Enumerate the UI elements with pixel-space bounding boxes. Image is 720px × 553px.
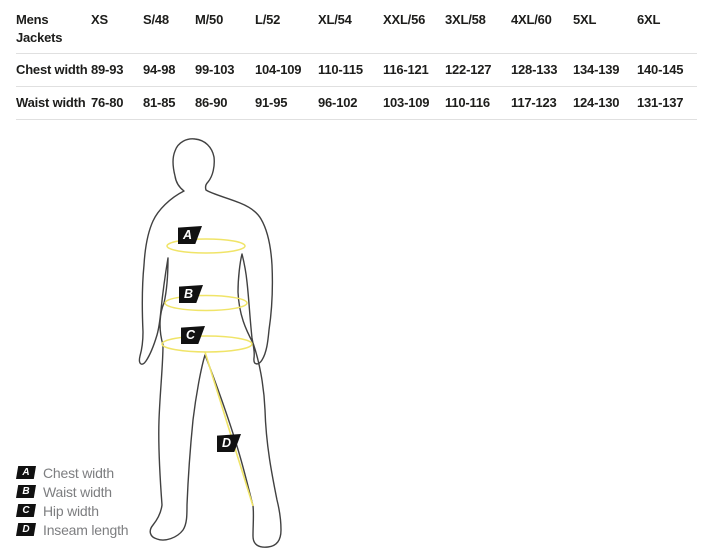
chest-value-3xl: 122-127 bbox=[445, 53, 511, 87]
size-header-4xl: 4XL/60 bbox=[511, 0, 573, 54]
row-label: Waist width bbox=[16, 86, 91, 120]
inseam-measure-line bbox=[204, 351, 254, 507]
size-header-xxl: XXL/56 bbox=[383, 0, 445, 54]
size-header-6xl: 6XL bbox=[637, 0, 697, 54]
table-header-row: Mens Jackets XS S/48 M/50 L/52 XL/54 XXL… bbox=[16, 0, 697, 54]
size-header-s: S/48 bbox=[143, 0, 195, 54]
legend-item-chest: A Chest width bbox=[16, 463, 128, 482]
waist-value-l: 91-95 bbox=[255, 86, 318, 120]
legend-label-hip: Hip width bbox=[43, 502, 99, 519]
chest-marker: A bbox=[178, 226, 202, 244]
measurement-legend: A Chest width B Waist width C Hip width … bbox=[16, 463, 129, 539]
row-label: Chest width bbox=[16, 53, 91, 87]
inseam-key-icon: D bbox=[16, 523, 36, 536]
chest-value-xxl: 116-121 bbox=[383, 53, 445, 87]
waist-value-3xl: 110-116 bbox=[445, 86, 511, 120]
waist-value-xs: 76-80 bbox=[91, 86, 143, 120]
waist-value-m: 86-90 bbox=[195, 86, 255, 120]
inseam-marker: D bbox=[217, 434, 241, 452]
size-chart-table: Mens Jackets XS S/48 M/50 L/52 XL/54 XXL… bbox=[16, 0, 697, 120]
waist-value-4xl: 117-123 bbox=[511, 86, 573, 120]
body-silhouette bbox=[138, 138, 282, 548]
waist-value-xxl: 103-109 bbox=[383, 86, 445, 120]
size-header-xl: XL/54 bbox=[318, 0, 383, 54]
legend-label-chest: Chest width bbox=[43, 464, 114, 481]
chest-marker-letter: A bbox=[182, 228, 193, 242]
hip-measure-ellipse bbox=[161, 335, 253, 353]
chest-value-m: 99-103 bbox=[195, 53, 255, 87]
size-header-l: L/52 bbox=[255, 0, 318, 54]
size-header-xs: XS bbox=[91, 0, 143, 54]
size-header-3xl: 3XL/58 bbox=[445, 0, 511, 54]
size-header-5xl: 5XL bbox=[573, 0, 637, 54]
chest-value-xs: 89-93 bbox=[91, 53, 143, 87]
waist-measure-ellipse bbox=[164, 294, 248, 312]
waist-value-xl: 96-102 bbox=[318, 86, 383, 120]
chest-value-6xl: 140-145 bbox=[637, 53, 697, 87]
table-row-waist-width: Waist width 76-80 81-85 86-90 91-95 96-1… bbox=[16, 86, 697, 120]
chest-value-4xl: 128-133 bbox=[511, 53, 573, 87]
legend-label-inseam: Inseam length bbox=[43, 521, 129, 538]
table-title: Mens Jackets bbox=[16, 0, 91, 54]
waist-value-s: 81-85 bbox=[143, 86, 195, 120]
hip-marker-letter: C bbox=[185, 328, 196, 342]
inseam-marker-letter: D bbox=[221, 436, 232, 450]
legend-item-inseam: D Inseam length bbox=[16, 520, 129, 539]
waist-marker: B bbox=[179, 285, 203, 303]
waist-value-5xl: 124-130 bbox=[573, 86, 637, 120]
legend-label-waist: Waist width bbox=[43, 483, 112, 500]
legend-item-hip: C Hip width bbox=[16, 501, 128, 520]
chest-value-s: 94-98 bbox=[143, 53, 195, 87]
waist-key-icon: B bbox=[16, 485, 36, 498]
table-row-chest-width: Chest width 89-93 94-98 99-103 104-109 1… bbox=[16, 53, 697, 87]
waist-value-6xl: 131-137 bbox=[637, 86, 697, 120]
chest-value-l: 104-109 bbox=[255, 53, 318, 87]
chest-measure-ellipse bbox=[166, 238, 246, 254]
hip-key-icon: C bbox=[16, 504, 36, 517]
chest-value-5xl: 134-139 bbox=[573, 53, 637, 87]
chest-value-xl: 110-115 bbox=[318, 53, 383, 87]
waist-marker-letter: B bbox=[183, 287, 194, 301]
size-header-m: M/50 bbox=[195, 0, 255, 54]
hip-marker: C bbox=[181, 326, 205, 344]
legend-item-waist: B Waist width bbox=[16, 482, 128, 501]
chest-key-icon: A bbox=[16, 466, 36, 479]
